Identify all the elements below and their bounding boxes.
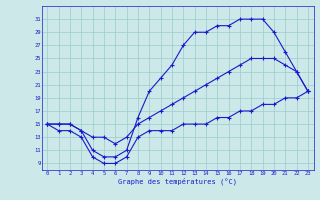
X-axis label: Graphe des températures (°C): Graphe des températures (°C) bbox=[118, 177, 237, 185]
